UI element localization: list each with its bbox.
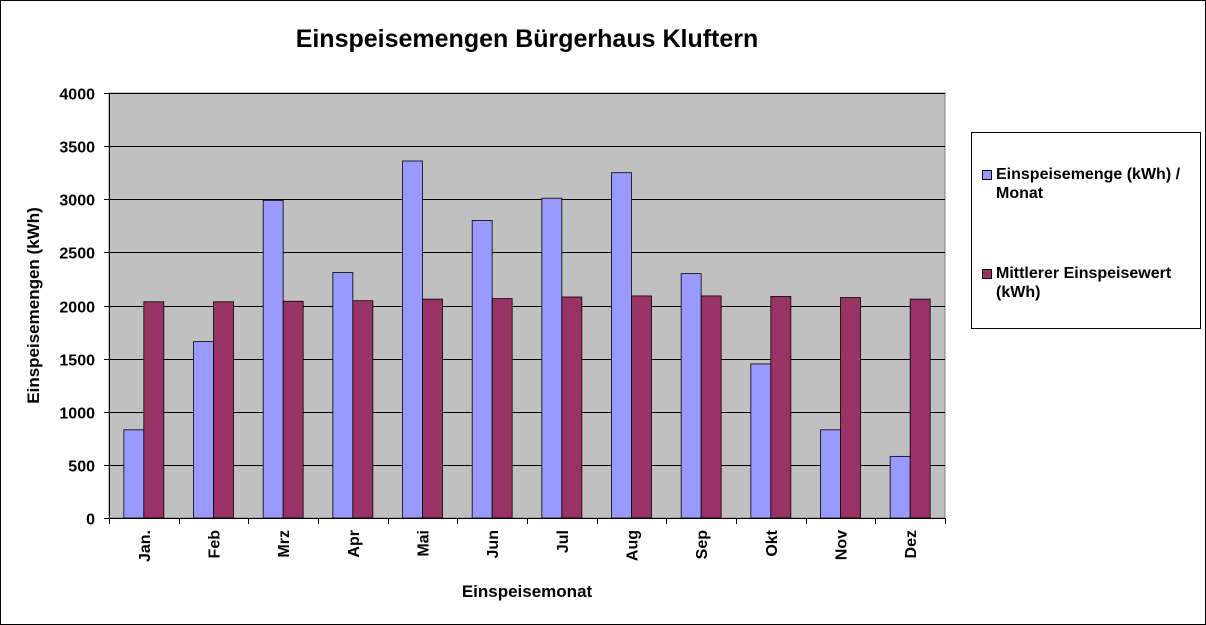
y-axis-title: Einspeisemengen (kWh): [24, 207, 43, 403]
bar-monthly: [402, 160, 423, 519]
y-tick-label: 4000: [59, 87, 95, 104]
x-tick-label: Feb: [207, 530, 224, 559]
y-tick-label: 1000: [59, 406, 95, 423]
y-tick-label: 500: [68, 459, 95, 476]
bar-average: [491, 298, 513, 519]
bar-monthly: [611, 172, 632, 519]
legend-label-monthly: Einspeisemenge (kWh) / Monat: [996, 166, 1181, 202]
x-tick-label: Sep: [694, 530, 711, 560]
x-tick-label: Okt: [764, 529, 781, 556]
y-tick-label: 3000: [59, 193, 95, 210]
legend-label-average: Mittlerer Einspeisewert (kWh): [996, 265, 1172, 301]
bar-monthly: [193, 341, 214, 519]
bar-average: [700, 295, 722, 519]
y-tick-label: 2500: [59, 246, 95, 263]
x-tick-label: Mai: [416, 530, 433, 557]
bar-average: [840, 297, 861, 519]
legend: Einspeisemenge (kWh) / Monat Mittlerer E…: [971, 132, 1201, 329]
bar-monthly: [123, 429, 145, 519]
plot-area: [108, 92, 946, 519]
bar-average: [909, 298, 931, 519]
bar-monthly: [750, 363, 772, 519]
bar-monthly: [332, 272, 354, 519]
x-axis-title: Einspeisemonat: [462, 582, 593, 601]
bar-monthly: [262, 199, 284, 519]
bar-average: [422, 298, 443, 519]
y-tick-label: 1500: [59, 353, 95, 370]
bar-monthly: [680, 273, 702, 519]
x-tick-label: Mrz: [276, 530, 293, 558]
x-tick-label: Aug: [625, 530, 642, 561]
y-tick-label: 3500: [59, 140, 95, 157]
bar-monthly: [541, 197, 563, 519]
x-tick-label: Jan.: [137, 530, 154, 562]
bar-average: [282, 300, 304, 519]
x-tick-label: Nov: [834, 530, 851, 560]
bar-monthly: [471, 220, 493, 519]
bar-average: [352, 300, 374, 519]
y-tick-label: 2000: [59, 300, 95, 317]
x-tick-label: Jul: [555, 530, 572, 553]
bar-average: [770, 296, 792, 519]
bar-monthly: [820, 429, 841, 519]
legend-swatch-monthly: [982, 170, 992, 180]
x-tick-label: Dez: [903, 530, 920, 558]
bar-average: [143, 301, 165, 519]
bar-average: [213, 301, 234, 519]
x-tick-label: Apr: [346, 530, 363, 558]
legend-swatch-average: [982, 269, 992, 279]
chart-title: Einspeisemengen Bürgerhaus Kluftern: [295, 25, 759, 53]
y-tick-label: 0: [86, 512, 95, 529]
bar-monthly: [889, 455, 911, 519]
bar-average: [631, 295, 652, 519]
bar-average: [561, 296, 583, 519]
x-tick-label: Jun: [485, 530, 502, 558]
